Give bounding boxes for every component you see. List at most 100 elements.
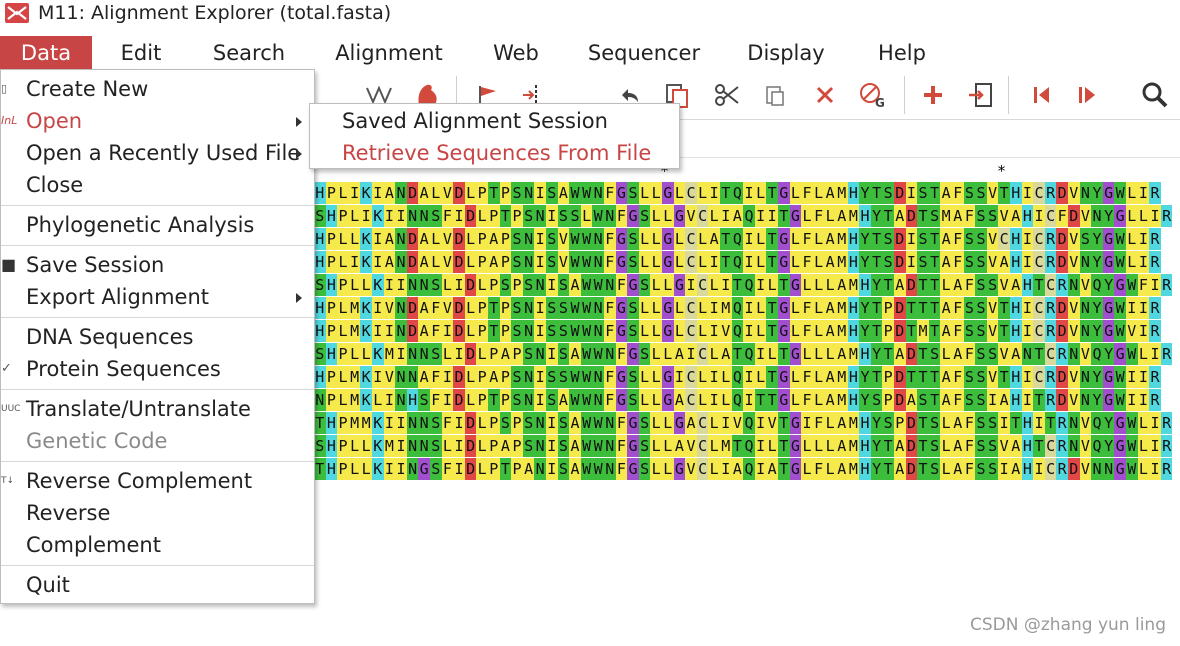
residue-cell[interactable]: G (778, 320, 790, 342)
residue-cell[interactable]: T (1033, 274, 1045, 296)
residue-cell[interactable]: Q (731, 251, 744, 273)
residue-cell[interactable]: L (754, 228, 767, 250)
residue-cell[interactable]: N (395, 366, 407, 388)
residue-cell[interactable]: F (615, 343, 628, 365)
residue-cell[interactable]: V (986, 297, 999, 319)
residue-cell[interactable]: W (1126, 412, 1138, 434)
residue-cell[interactable]: S (917, 182, 929, 204)
residue-cell[interactable]: L (812, 251, 825, 273)
residue-cell[interactable]: A (894, 458, 906, 480)
residue-cell[interactable]: S (557, 458, 570, 480)
residue-cell[interactable]: D (406, 320, 419, 342)
residue-cell[interactable]: L (754, 320, 767, 342)
residue-cell[interactable]: F (801, 182, 813, 204)
residue-cell[interactable]: G (662, 182, 674, 204)
residue-cell[interactable]: G (615, 366, 628, 388)
residue-cell[interactable]: D (1068, 458, 1080, 480)
residue-cell[interactable]: T (917, 458, 929, 480)
residue-cell[interactable]: L (720, 366, 732, 388)
residue-cell[interactable]: N (592, 366, 604, 388)
residue-cell[interactable]: S (557, 343, 570, 365)
residue-cell[interactable]: L (464, 297, 477, 319)
residue-cell[interactable]: P (511, 274, 523, 296)
residue-cell[interactable]: H (314, 366, 326, 388)
residue-cell[interactable]: S (557, 297, 570, 319)
residue-cell[interactable]: L (441, 343, 454, 365)
residue-cell[interactable]: L (638, 182, 651, 204)
residue-cell[interactable]: T (998, 182, 1010, 204)
residue-cell[interactable]: M (348, 389, 361, 411)
residue-cell[interactable]: T (917, 366, 929, 388)
residue-cell[interactable]: S (546, 297, 558, 319)
residue-cell[interactable]: M (847, 343, 860, 365)
residue-cell[interactable]: D (453, 228, 465, 250)
residue-cell[interactable]: V (998, 205, 1010, 227)
residue-cell[interactable]: S (546, 320, 558, 342)
residue-cell[interactable]: N (592, 297, 604, 319)
residue-cell[interactable]: D (453, 182, 465, 204)
residue-cell[interactable]: S (975, 274, 987, 296)
residue-cell[interactable]: I (1149, 412, 1161, 434)
residue-cell[interactable]: N (1068, 412, 1080, 434)
residue-cell[interactable]: A (940, 389, 952, 411)
residue-cell[interactable]: T (731, 435, 744, 457)
residue-cell[interactable]: I (348, 182, 361, 204)
residue-cell[interactable]: I (395, 435, 407, 457)
residue-cell[interactable]: I (383, 205, 396, 227)
residue-cell[interactable]: P (499, 182, 512, 204)
residue-cell[interactable]: T (720, 182, 732, 204)
residue-cell[interactable]: G (1114, 412, 1126, 434)
residue-cell[interactable]: A (894, 343, 906, 365)
residue-cell[interactable]: S (928, 205, 941, 227)
residue-cell[interactable]: V (1079, 435, 1092, 457)
residue-cell[interactable]: I (743, 182, 755, 204)
residue-cell[interactable]: G (789, 412, 802, 434)
residue-cell[interactable]: L (824, 458, 836, 480)
residue-cell[interactable]: I (546, 412, 558, 434)
residue-cell[interactable]: R (1149, 366, 1161, 388)
residue-cell[interactable]: L (476, 458, 488, 480)
delete-icon[interactable] (808, 78, 842, 112)
residue-cell[interactable]: S (546, 251, 558, 273)
residue-cell[interactable]: S (430, 458, 442, 480)
residue-cell[interactable]: L (824, 412, 836, 434)
residue-cell[interactable]: N (406, 458, 419, 480)
residue-cell[interactable]: Y (1102, 435, 1115, 457)
residue-cell[interactable]: D (905, 205, 918, 227)
residue-cell[interactable]: M (720, 297, 732, 319)
residue-cell[interactable]: G (615, 320, 628, 342)
residue-cell[interactable]: G (615, 251, 628, 273)
residue-cell[interactable]: W (580, 435, 593, 457)
residue-cell[interactable]: I (453, 205, 465, 227)
residue-cell[interactable]: I (905, 251, 918, 273)
residue-cell[interactable]: W (580, 274, 593, 296)
residue-cell[interactable]: I (453, 412, 465, 434)
residue-cell[interactable]: C (685, 389, 697, 411)
residue-cell[interactable]: A (499, 343, 512, 365)
residue-cell[interactable]: P (337, 205, 349, 227)
residue-cell[interactable]: P (325, 366, 338, 388)
residue-cell[interactable]: F (963, 412, 976, 434)
residue-cell[interactable]: I (1149, 274, 1161, 296)
residue-cell[interactable]: I (905, 182, 918, 204)
residue-cell[interactable]: S (986, 458, 999, 480)
residue-cell[interactable]: L (430, 228, 442, 250)
residue-cell[interactable]: V (1068, 251, 1080, 273)
residue-cell[interactable]: H (325, 435, 338, 457)
residue-cell[interactable]: N (534, 205, 546, 227)
residue-cell[interactable]: L (430, 182, 442, 204)
residue-cell[interactable]: N (1068, 435, 1080, 457)
residue-cell[interactable]: N (406, 366, 419, 388)
residue-cell[interactable]: T (870, 297, 883, 319)
residue-cell[interactable]: L (348, 343, 361, 365)
residue-cell[interactable]: I (998, 458, 1010, 480)
residue-cell[interactable]: S (522, 205, 535, 227)
residue-cell[interactable]: L (940, 435, 952, 457)
residue-cell[interactable]: T (882, 343, 894, 365)
search-icon[interactable] (1138, 78, 1172, 112)
residue-cell[interactable]: I (534, 228, 546, 250)
